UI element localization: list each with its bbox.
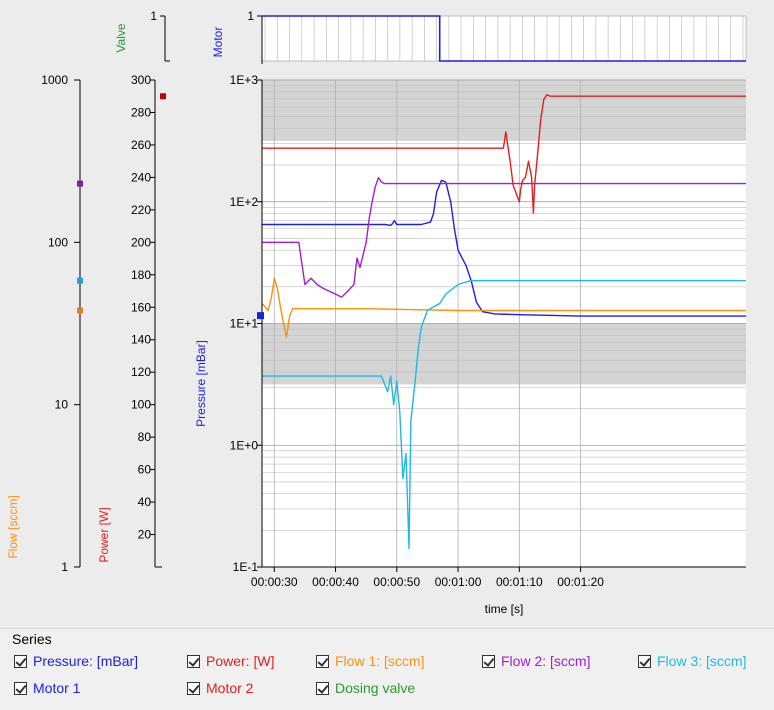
power-tick-label: 100 bbox=[131, 398, 151, 412]
legend-label: Power: [W] bbox=[206, 653, 275, 669]
pressure-tick-label: 1E+0 bbox=[230, 438, 259, 452]
legend-checkbox-flow3[interactable]: Flow 3: [sccm] bbox=[638, 653, 746, 669]
power-axis-title: Power [W] bbox=[97, 507, 111, 562]
valve-tick-label: 1 bbox=[150, 9, 157, 23]
power-tick-label: 80 bbox=[138, 430, 152, 444]
checkbox-checked-icon bbox=[638, 654, 651, 668]
checkbox-checked-icon bbox=[482, 654, 495, 668]
power-tick-label: 220 bbox=[131, 203, 151, 217]
power-tick-label: 60 bbox=[138, 463, 152, 477]
power-tick-label: 120 bbox=[131, 365, 151, 379]
legend-label: Pressure: [mBar] bbox=[33, 653, 139, 669]
x-tick-label: 00:01:10 bbox=[496, 575, 543, 589]
legend-label: Motor 2 bbox=[206, 680, 254, 696]
x-tick-label: 00:01:20 bbox=[557, 575, 604, 589]
x-axis-label: time [s] bbox=[485, 602, 524, 616]
series-legend-title: Series bbox=[12, 631, 52, 647]
valve-axis-title: Valve bbox=[114, 23, 128, 52]
power-tick-label: 200 bbox=[131, 235, 151, 249]
flow-tick-label: 100 bbox=[48, 235, 68, 249]
pressure-tick-label: 1E+2 bbox=[230, 195, 259, 209]
motor-axis-title: Motor bbox=[211, 27, 225, 58]
flow3-value-marker bbox=[77, 277, 83, 284]
legend-label: Flow 2: [sccm] bbox=[501, 653, 591, 669]
pressure-tick-label: 1E+3 bbox=[230, 73, 259, 87]
x-tick-label: 00:00:50 bbox=[373, 575, 420, 589]
power-tick-label: 260 bbox=[131, 138, 151, 152]
power-tick-label: 140 bbox=[131, 333, 151, 347]
pressure-tick-label: 1E+1 bbox=[230, 317, 259, 331]
x-tick-label: 00:01:00 bbox=[435, 575, 482, 589]
motor-tick-label: 1 bbox=[247, 9, 254, 23]
flow-tick-label: 10 bbox=[55, 398, 69, 412]
decade-band bbox=[262, 80, 746, 141]
legend-checkbox-flow1[interactable]: Flow 1: [sccm] bbox=[316, 653, 424, 669]
flow-axis-title: Flow [sccm] bbox=[6, 495, 20, 558]
power-tick-label: 300 bbox=[131, 73, 151, 87]
pressure-tick-label: 1E-1 bbox=[233, 560, 259, 574]
checkbox-checked-icon bbox=[316, 654, 329, 668]
motor1-line bbox=[262, 15, 746, 62]
flow1-value-marker bbox=[77, 307, 83, 314]
checkbox-checked-icon bbox=[316, 681, 329, 695]
flow-tick-label: 1000 bbox=[41, 73, 68, 87]
x-tick-label: 00:00:40 bbox=[312, 575, 359, 589]
legend-checkbox-pressure[interactable]: Pressure: [mBar] bbox=[14, 653, 138, 669]
power-tick-label: 20 bbox=[138, 528, 152, 542]
power-value-marker bbox=[160, 93, 166, 100]
series-line-4 bbox=[262, 280, 746, 550]
checkbox-checked-icon bbox=[14, 654, 27, 668]
decade-band bbox=[262, 323, 746, 385]
series-line-3 bbox=[262, 176, 746, 298]
legend-label: Flow 3: [sccm] bbox=[657, 653, 747, 669]
flow2-value-marker bbox=[77, 180, 83, 187]
x-tick-label: 00:00:30 bbox=[251, 575, 298, 589]
power-tick-label: 160 bbox=[131, 300, 151, 314]
series-line-2 bbox=[261, 277, 746, 338]
legend-checkbox-motor2[interactable]: Motor 2 bbox=[187, 680, 253, 696]
chart-area: 00:00:30 00:00:40 00:00:50 00:01:00 00:01:10… bbox=[6, 9, 747, 616]
power-tick-label: 40 bbox=[138, 495, 152, 509]
power-tick-label: 240 bbox=[131, 170, 151, 184]
pressure-axis-title: Pressure [mBar] bbox=[194, 340, 208, 427]
series-legend: Series Pressure: [mBar] Power: [W] Flow … bbox=[0, 628, 774, 710]
legend-label: Motor 1 bbox=[33, 680, 81, 696]
flow-tick-label: 1 bbox=[61, 560, 68, 574]
legend-label: Dosing valve bbox=[335, 680, 416, 696]
legend-checkbox-flow2[interactable]: Flow 2: [sccm] bbox=[482, 653, 590, 669]
legend-label: Flow 1: [sccm] bbox=[335, 653, 425, 669]
motor-panel-background bbox=[261, 15, 747, 62]
series-line-1 bbox=[262, 93, 746, 214]
legend-checkbox-motor1[interactable]: Motor 1 bbox=[14, 680, 80, 696]
checkbox-checked-icon bbox=[14, 681, 27, 695]
pressure-value-marker bbox=[257, 312, 264, 320]
legend-checkbox-dosing-valve[interactable]: Dosing valve bbox=[316, 680, 415, 696]
power-tick-label: 280 bbox=[131, 105, 151, 119]
checkbox-checked-icon bbox=[187, 654, 200, 668]
legend-checkbox-power[interactable]: Power: [W] bbox=[187, 653, 274, 669]
power-tick-label: 180 bbox=[131, 268, 151, 282]
checkbox-checked-icon bbox=[187, 681, 200, 695]
